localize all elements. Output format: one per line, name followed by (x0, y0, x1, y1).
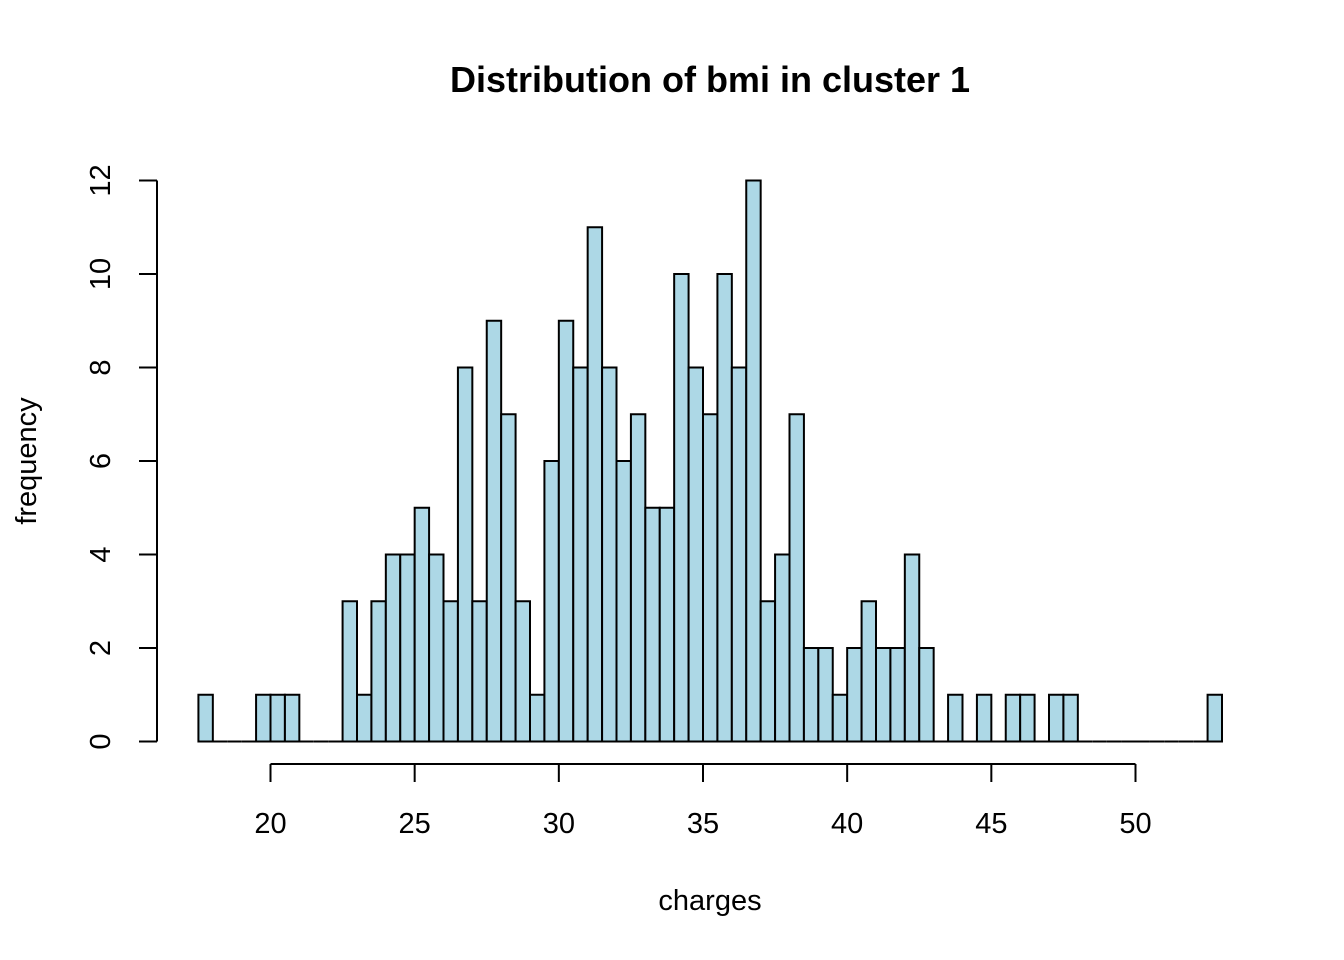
histogram-bar (947, 693, 964, 743)
histogram-bar (658, 506, 676, 743)
x-tick-label: 50 (1119, 808, 1151, 840)
histogram-bar (1019, 693, 1036, 743)
x-tick-label: 45 (975, 808, 1007, 840)
y-axis-label: frequency (11, 397, 43, 525)
histogram-bar (918, 647, 935, 743)
histogram-bar (572, 366, 589, 743)
y-tick-label: 2 (85, 640, 117, 656)
histogram-bar (1206, 693, 1224, 743)
histogram-bar (759, 600, 777, 743)
x-tick-label: 30 (543, 808, 575, 840)
histogram-bar (413, 506, 431, 743)
histogram-bar (889, 647, 906, 743)
x-tick-label: 25 (399, 808, 431, 840)
bars-group (197, 179, 1224, 743)
histogram-bar (557, 319, 575, 743)
histogram-bar (644, 506, 661, 743)
histogram-bar (529, 693, 546, 743)
histogram-bar (514, 600, 531, 743)
histogram-bar (745, 179, 762, 743)
y-tick-label: 12 (85, 164, 117, 196)
histogram-bar (774, 553, 791, 743)
histogram-bar (875, 647, 892, 743)
histogram-bar (543, 460, 560, 743)
histogram-bar (629, 413, 647, 743)
histogram-bar (802, 647, 820, 743)
histogram-bar (500, 413, 517, 743)
histogram-bar (730, 366, 748, 743)
histogram-bar (716, 273, 733, 743)
y-tick-label: 0 (85, 733, 117, 749)
histogram-bar (356, 693, 373, 743)
histogram-bar (975, 693, 993, 743)
histogram-bar (687, 366, 704, 743)
x-tick-label: 35 (687, 808, 719, 840)
histogram-bar (860, 600, 877, 743)
histogram-bar (485, 319, 503, 743)
histogram-bar (1004, 693, 1022, 743)
histogram-bar (702, 413, 719, 743)
x-axis: 20 25 30 35 40 45 50 (254, 763, 1152, 840)
histogram-bar (399, 553, 416, 743)
histogram-bar (831, 693, 849, 743)
histogram-bar (471, 600, 488, 743)
histogram-bar (197, 693, 214, 743)
y-tick-label: 10 (85, 258, 117, 290)
y-tick-label: 4 (85, 546, 117, 562)
x-tick-label: 40 (831, 808, 863, 840)
x-tick-label: 20 (254, 808, 286, 840)
x-axis-label: charges (658, 885, 761, 917)
histogram-bar (817, 647, 834, 743)
histogram-bar (341, 600, 359, 743)
chart-title: Distribution of bmi in cluster 1 (450, 59, 970, 100)
histogram-bar (615, 460, 632, 743)
histogram-bar (269, 693, 286, 743)
histogram-bar (586, 226, 604, 743)
y-tick-label: 6 (85, 453, 117, 469)
histogram-bar (442, 600, 459, 743)
histogram-bar (1048, 693, 1065, 743)
histogram-bar (788, 413, 805, 743)
histogram-bar (903, 553, 921, 743)
histogram-bar (846, 647, 863, 743)
histogram-bar (1062, 693, 1079, 743)
histogram-bar (601, 366, 618, 743)
y-axis: 0 2 4 6 8 10 12 (85, 164, 158, 750)
histogram-bar (456, 366, 474, 743)
y-tick-label: 8 (85, 359, 117, 375)
histogram-bar (673, 273, 690, 743)
histogram-bar (370, 600, 387, 743)
histogram-bar (384, 553, 402, 743)
histogram-bar (255, 693, 272, 743)
histogram-bar (283, 693, 301, 743)
histogram-bar (428, 553, 445, 743)
